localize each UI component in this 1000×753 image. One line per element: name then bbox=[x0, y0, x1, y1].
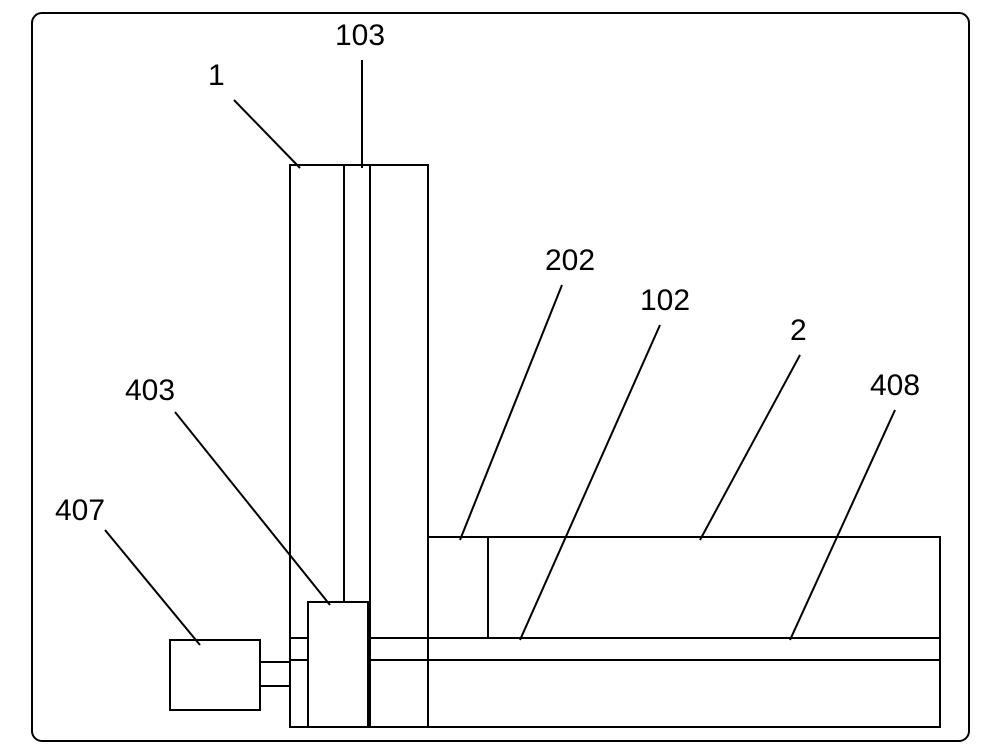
motor-block-407 bbox=[170, 640, 260, 710]
leader-202 bbox=[460, 285, 562, 540]
inner-block-403 bbox=[308, 602, 368, 727]
label-103: 103 bbox=[335, 19, 385, 52]
label-2: 2 bbox=[790, 314, 807, 347]
label-1: 1 bbox=[208, 59, 225, 92]
label-403: 403 bbox=[125, 374, 175, 407]
leader-408 bbox=[790, 410, 895, 640]
label-408: 408 bbox=[870, 369, 920, 402]
leader-403 bbox=[175, 412, 330, 605]
leader-2 bbox=[700, 355, 800, 540]
label-407: 407 bbox=[55, 494, 105, 527]
technical-diagram: 1 103 202 102 2 408 403 407 bbox=[0, 0, 1000, 753]
leader-1 bbox=[234, 100, 300, 168]
horizontal-arm bbox=[428, 537, 940, 727]
leader-407 bbox=[105, 530, 200, 645]
shaft-left bbox=[260, 662, 290, 686]
leader-102 bbox=[520, 325, 660, 640]
label-102: 102 bbox=[640, 284, 690, 317]
junction-block bbox=[428, 537, 488, 638]
label-202: 202 bbox=[545, 244, 595, 277]
